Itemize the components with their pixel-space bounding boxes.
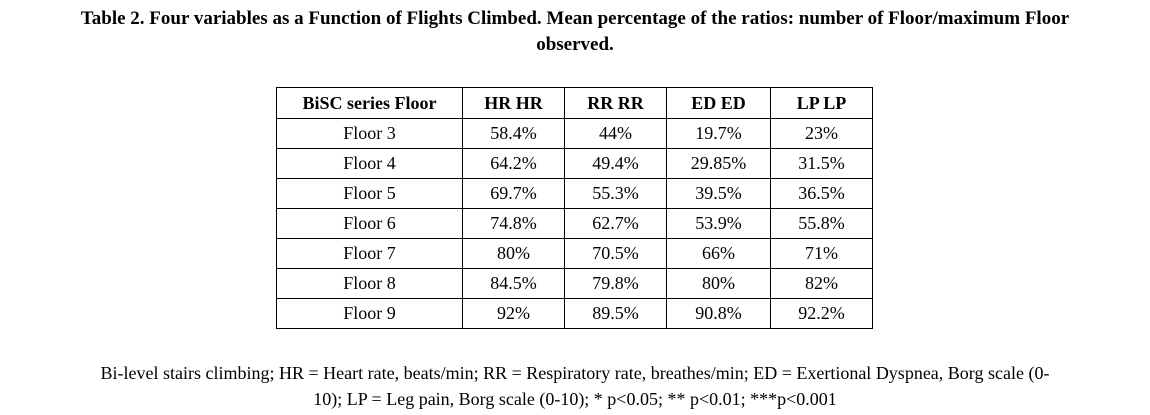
header-cell: ED ED	[666, 87, 771, 119]
footnote-line-1: Bi-level stairs climbing; HR = Heart rat…	[100, 363, 1050, 383]
value-cell: 92.2%	[770, 298, 873, 329]
header-cell: HR HR	[462, 87, 565, 119]
table-footnote: Bi-level stairs climbing; HR = Heart rat…	[0, 360, 1150, 412]
table-row: Floor 9 92% 89.5% 90.8% 92.2%	[276, 298, 873, 329]
value-cell: 49.4%	[564, 148, 667, 179]
value-cell: 44%	[564, 118, 667, 149]
value-cell: 23%	[770, 118, 873, 149]
value-cell: 64.2%	[462, 148, 565, 179]
value-cell: 80%	[666, 268, 771, 299]
value-cell: 70.5%	[564, 238, 667, 269]
value-cell: 66%	[666, 238, 771, 269]
value-cell: 90.8%	[666, 298, 771, 329]
value-cell: 71%	[770, 238, 873, 269]
header-cell: BiSC series Floor	[276, 87, 463, 119]
value-cell: 36.5%	[770, 178, 873, 209]
row-label-cell: Floor 4	[276, 148, 463, 179]
value-cell: 84.5%	[462, 268, 565, 299]
value-cell: 80%	[462, 238, 565, 269]
row-label-cell: Floor 6	[276, 208, 463, 239]
table-row: Floor 4 64.2% 49.4% 29.85% 31.5%	[276, 148, 873, 179]
value-cell: 89.5%	[564, 298, 667, 329]
table-row: Floor 8 84.5% 79.8% 80% 82%	[276, 268, 873, 299]
table-row: Floor 5 69.7% 55.3% 39.5% 36.5%	[276, 178, 873, 209]
value-cell: 55.8%	[770, 208, 873, 239]
caption-line-2: observed.	[536, 34, 614, 55]
value-cell: 79.8%	[564, 268, 667, 299]
value-cell: 92%	[462, 298, 565, 329]
value-cell: 31.5%	[770, 148, 873, 179]
row-label-cell: Floor 8	[276, 268, 463, 299]
row-label-cell: Floor 9	[276, 298, 463, 329]
footnote-line-2: 10); LP = Leg pain, Borg scale (0-10); *…	[313, 389, 837, 409]
value-cell: 69.7%	[462, 178, 565, 209]
value-cell: 82%	[770, 268, 873, 299]
value-cell: 39.5%	[666, 178, 771, 209]
table-row: Floor 3 58.4% 44% 19.7% 23%	[276, 118, 873, 149]
row-label-cell: Floor 3	[276, 118, 463, 149]
data-table: BiSC series Floor HR HR RR RR ED ED LP L…	[276, 87, 873, 329]
value-cell: 55.3%	[564, 178, 667, 209]
value-cell: 58.4%	[462, 118, 565, 149]
table-row: Floor 6 74.8% 62.7% 53.9% 55.8%	[276, 208, 873, 239]
value-cell: 29.85%	[666, 148, 771, 179]
table-caption: Table 2. Four variables as a Function of…	[0, 6, 1150, 58]
table-row: Floor 7 80% 70.5% 66% 71%	[276, 238, 873, 269]
header-row: BiSC series Floor HR HR RR RR ED ED LP L…	[276, 87, 873, 119]
caption-line-1: Table 2. Four variables as a Function of…	[80, 8, 1070, 29]
value-cell: 19.7%	[666, 118, 771, 149]
value-cell: 62.7%	[564, 208, 667, 239]
data-table-container: BiSC series Floor HR HR RR RR ED ED LP L…	[276, 87, 873, 329]
value-cell: 74.8%	[462, 208, 565, 239]
row-label-cell: Floor 5	[276, 178, 463, 209]
header-cell: RR RR	[564, 87, 667, 119]
row-label-cell: Floor 7	[276, 238, 463, 269]
header-cell: LP LP	[770, 87, 873, 119]
value-cell: 53.9%	[666, 208, 771, 239]
